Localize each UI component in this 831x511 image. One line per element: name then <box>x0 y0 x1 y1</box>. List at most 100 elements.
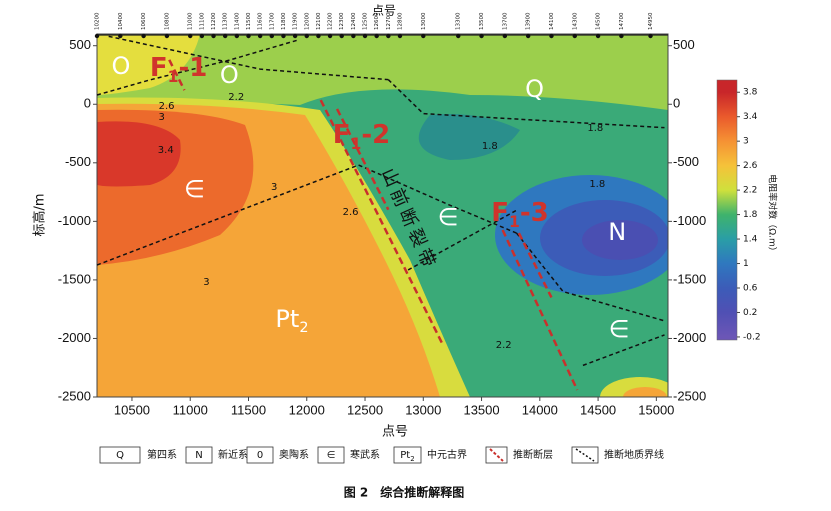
y2-tick-label: -2000 <box>673 330 706 345</box>
station-marker <box>269 33 274 39</box>
station-marker <box>234 33 240 39</box>
station-marker <box>257 33 263 39</box>
geologic-boundary <box>108 35 389 81</box>
colorbar-tick-label: -0.2 <box>743 332 761 342</box>
station-marker <box>281 33 286 39</box>
legend-label: 新近系 <box>218 448 248 461</box>
x-tick-label: 12000 <box>289 402 325 417</box>
contour-label: 2.2 <box>228 92 244 103</box>
contour-label: 2.6 <box>343 207 359 218</box>
station-marker <box>549 33 554 39</box>
station-marker <box>374 33 379 39</box>
fault-line <box>335 108 390 211</box>
station-marker <box>397 33 403 39</box>
y2-tick-label: -1000 <box>673 213 706 228</box>
station-marker <box>118 33 123 39</box>
colorbar-tick-label: 1.8 <box>743 210 758 220</box>
x-tick-label: 13000 <box>405 402 441 417</box>
colorbar-title: 电阻率对数（Ω.m） <box>767 174 779 256</box>
y-axis-title: 标高/m <box>32 193 48 236</box>
station-label: 11800 <box>281 12 287 30</box>
colorbar-tick-label: 2.6 <box>743 161 758 171</box>
field-low <box>418 114 520 160</box>
colorbar-tick-label: 3.4 <box>743 112 758 122</box>
field-lowest <box>582 220 658 260</box>
station-marker <box>648 33 653 39</box>
legend-label: 中元古界 <box>427 448 467 461</box>
station-marker <box>502 33 508 39</box>
fault-label-main: F <box>491 198 509 228</box>
station-marker <box>456 33 461 39</box>
station-marker <box>164 33 170 39</box>
colorbar <box>716 79 738 341</box>
legend-symbol: N <box>195 450 202 461</box>
unit-label: ∈ <box>184 175 205 203</box>
contour-label: 3 <box>271 182 277 193</box>
station-marker <box>339 33 344 39</box>
legend-label: 寒武系 <box>350 448 380 461</box>
station-label: 11200 <box>211 12 217 30</box>
unit-label: ∈ <box>609 315 630 343</box>
y2-tick-label: 500 <box>673 37 695 52</box>
unit-label-main: N <box>608 218 626 246</box>
station-label: 11700 <box>269 12 275 30</box>
y-tick-label: -1000 <box>58 213 91 228</box>
x-tick-label: 11000 <box>173 402 208 417</box>
legend-symbol: ∈ <box>327 450 336 461</box>
station-marker <box>222 33 228 39</box>
colorbar-tick-label: 1.4 <box>743 235 758 245</box>
x-tick-label: 12500 <box>347 402 383 417</box>
station-label: 14500 <box>596 12 602 30</box>
station-label: 11900 <box>293 12 299 30</box>
station-label: 11500 <box>246 12 252 30</box>
y-tick-label: 0 <box>84 96 91 111</box>
station-marker <box>246 33 251 39</box>
geologic-boundary <box>387 79 665 129</box>
station-marker <box>525 33 531 39</box>
x-tick-label: 15000 <box>638 402 674 417</box>
legend-fault <box>489 448 504 462</box>
legend-box <box>185 446 213 464</box>
legend-box <box>246 446 274 464</box>
station-label: 12700 <box>386 12 392 30</box>
geologic-boundary <box>582 334 665 367</box>
legend-box <box>571 446 599 464</box>
station-marker <box>292 33 298 39</box>
legend-box <box>99 446 141 464</box>
station-label: 14100 <box>549 12 555 30</box>
fault-label: F1-3 <box>491 198 549 231</box>
x-tick-label: 11500 <box>231 402 266 417</box>
colorbar-tick-label: 1 <box>743 259 749 269</box>
unit-label-main: O <box>220 61 239 89</box>
resistivity-field <box>97 34 668 397</box>
fault-label: F1-2 <box>333 119 391 152</box>
field-surface <box>97 34 668 110</box>
station-marker <box>362 33 368 39</box>
legend-symbol: Q <box>116 450 124 461</box>
y-tick-label: -1500 <box>58 271 91 286</box>
legend-box <box>485 446 508 464</box>
unit-label: N <box>608 218 626 246</box>
station-label: 12800 <box>397 12 403 30</box>
station-marker <box>421 33 426 39</box>
fault-label-main: F <box>150 52 168 82</box>
station-label: 13500 <box>479 12 485 30</box>
station-label: 10600 <box>141 12 147 30</box>
fault-label-sub: 1 <box>509 213 520 231</box>
unit-label-main: O <box>111 52 130 80</box>
x-axis-title: 点号 <box>382 425 408 440</box>
contour-label: 1.8 <box>482 141 498 152</box>
top-axis-title: 点号 <box>372 4 396 18</box>
station-label: 14700 <box>619 12 625 30</box>
unit-label-main: ∈ <box>609 315 630 343</box>
station-label: 12200 <box>328 12 334 30</box>
station-marker <box>386 33 391 39</box>
unit-label: Q <box>525 75 544 103</box>
station-label: 11400 <box>234 12 240 30</box>
geologic-boundary <box>96 164 359 266</box>
y-tick-label: -2500 <box>58 388 91 403</box>
field-surface-high <box>97 34 200 95</box>
unit-label: ∈ <box>438 203 459 231</box>
station-label: 10800 <box>164 12 170 30</box>
x-tick-label: 14000 <box>522 402 558 417</box>
